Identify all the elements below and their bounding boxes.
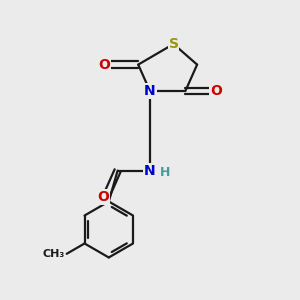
Text: N: N [144, 164, 156, 178]
Text: H: H [160, 166, 170, 178]
Text: O: O [210, 84, 222, 98]
Text: O: O [97, 190, 109, 204]
Text: S: S [169, 37, 178, 51]
Text: CH₃: CH₃ [42, 249, 64, 259]
Text: O: O [98, 58, 110, 72]
Text: N: N [144, 84, 156, 98]
